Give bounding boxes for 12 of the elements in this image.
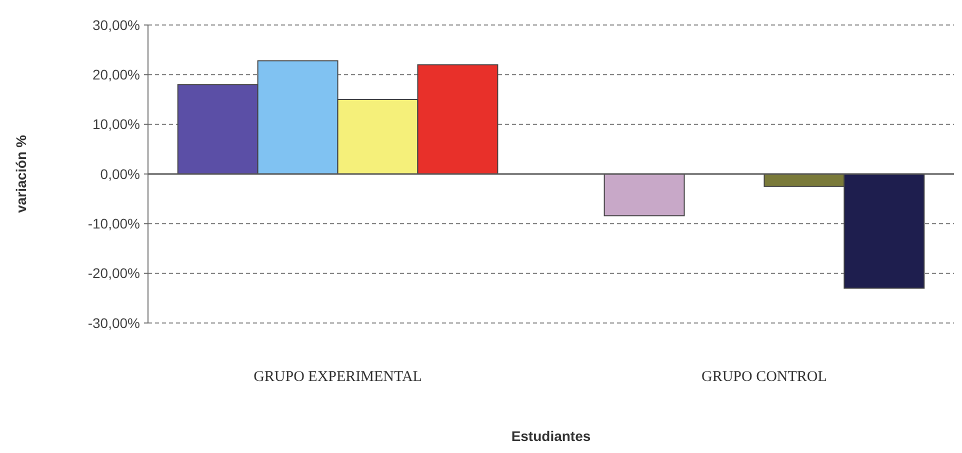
y-tick-label: -20,00%	[88, 265, 140, 282]
x-tick-label: GRUPO CONTROL	[702, 369, 827, 385]
y-tick-label: 30,00%	[92, 16, 140, 33]
y-tick-label: 10,00%	[92, 116, 140, 132]
x-tick-label: GRUPO EXPERIMENTAL	[254, 369, 422, 385]
y-axis-title: variación %	[13, 134, 29, 213]
y-tick-label: 0,00%	[100, 166, 140, 182]
y-tick-label: 20,00%	[92, 66, 140, 83]
x-axis-title: Estudiantes	[511, 428, 591, 444]
bar	[604, 174, 685, 216]
y-tick-label: -10,00%	[88, 216, 140, 232]
y-tick-label: -30,00%	[88, 314, 140, 331]
